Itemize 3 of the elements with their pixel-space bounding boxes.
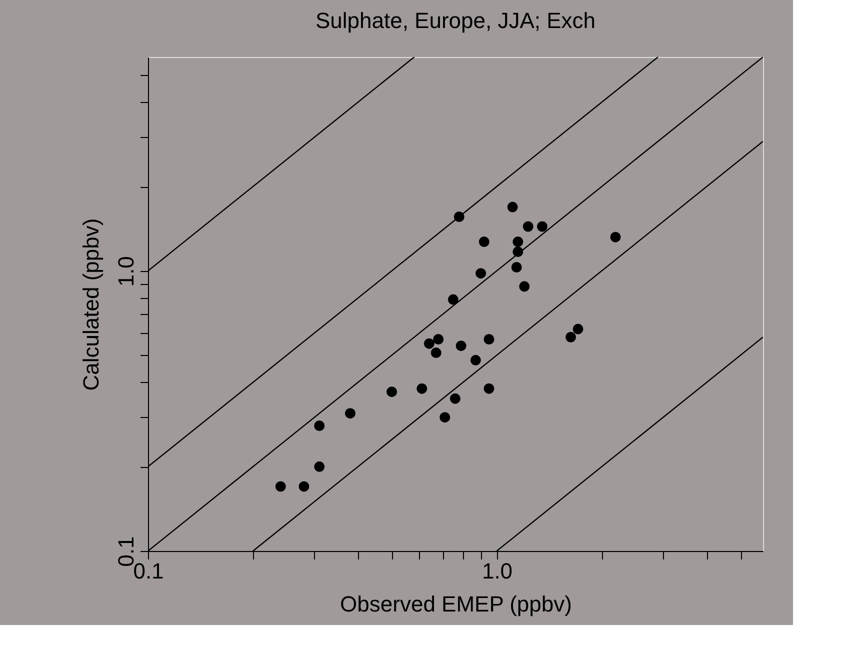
chart-title: Sulphate, Europe, JJA; Exch xyxy=(315,8,596,33)
y-axis-title: Calculated (ppbv) xyxy=(78,218,104,391)
x-axis-title: Observed EMEP (ppbv) xyxy=(340,592,572,616)
